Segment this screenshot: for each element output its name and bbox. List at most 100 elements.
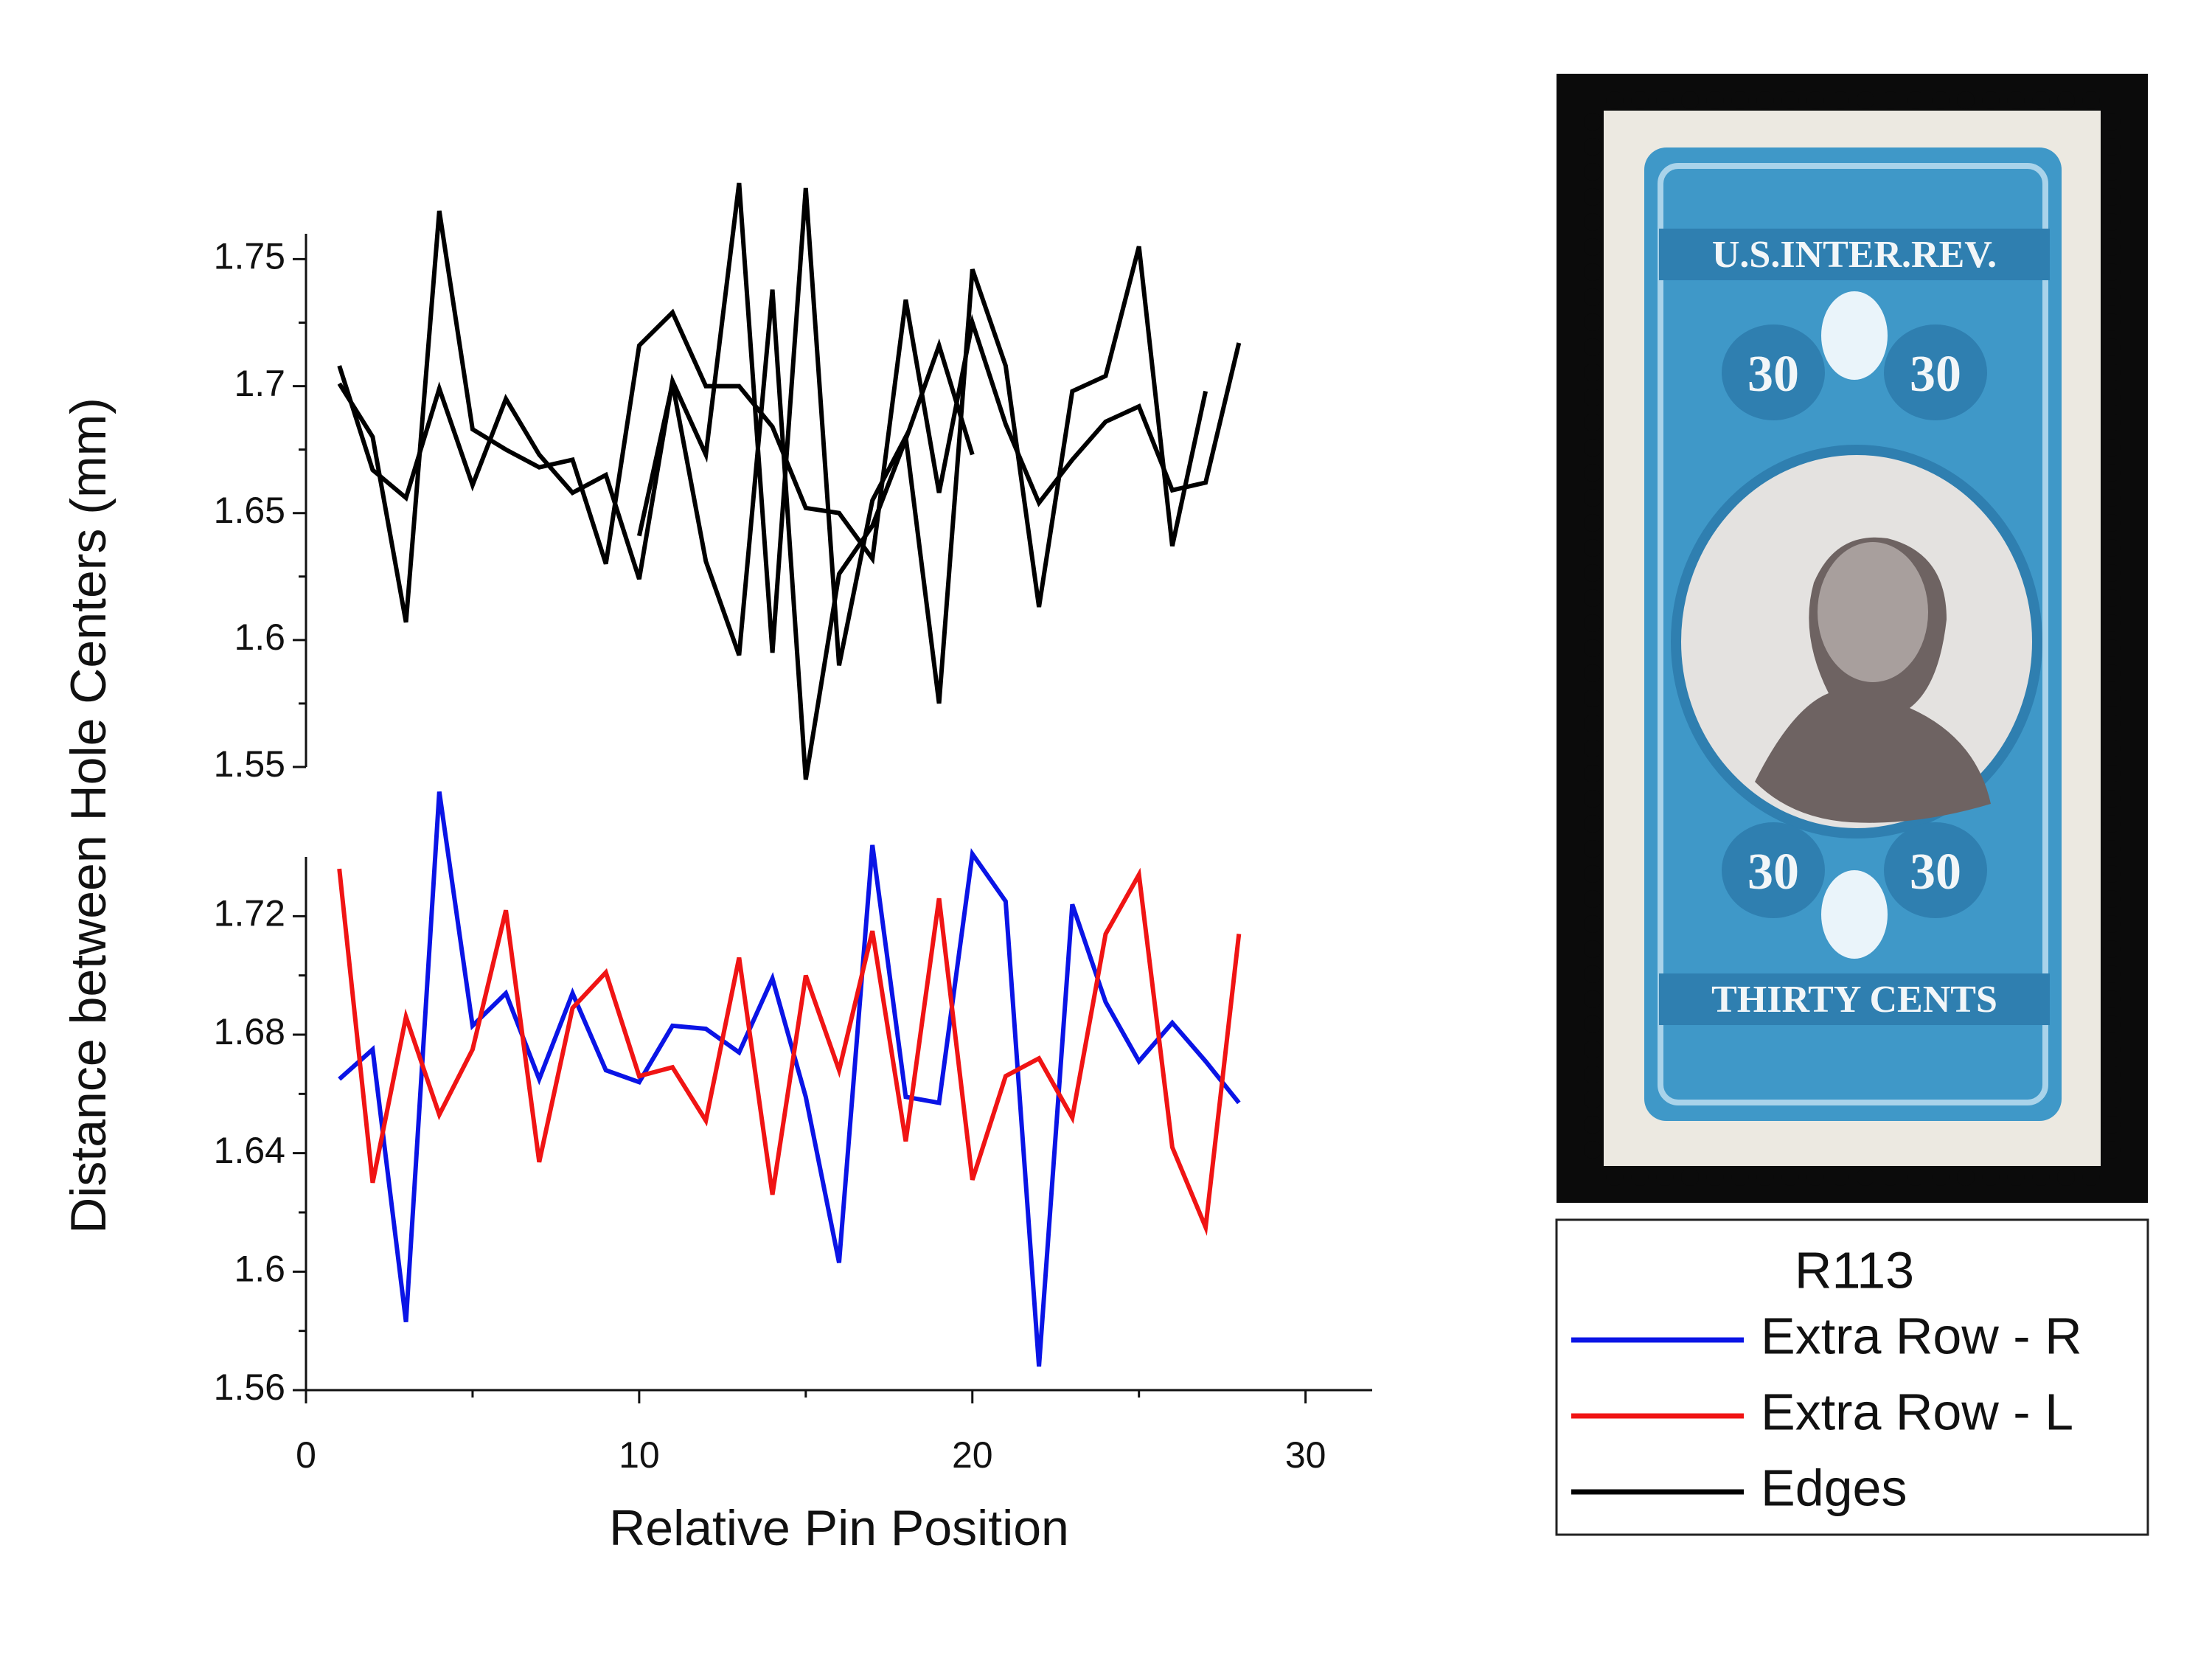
perforation [1584, 288, 1601, 306]
legend: R113 Extra Row - R Extra Row - L Edges [1555, 1218, 2149, 1536]
perforation [1584, 790, 1601, 808]
perforation [1957, 1168, 1975, 1186]
perforation [2103, 915, 2121, 933]
perforation [1756, 91, 1774, 109]
x-tick-label: 30 [1285, 1434, 1326, 1476]
shield [1821, 870, 1888, 959]
perforation [2103, 188, 2121, 206]
perforation [2103, 614, 2121, 632]
x-tick-label: 20 [952, 1434, 993, 1476]
perforation [1584, 664, 1601, 682]
data-line [636, 289, 975, 780]
perforation [1631, 91, 1649, 109]
stamp-denomination: 30 [1747, 844, 1799, 900]
perforation [2103, 113, 2121, 131]
perforation [1882, 91, 1899, 109]
perforation [1857, 91, 1874, 109]
perforation [1606, 91, 1624, 109]
perforation [1584, 213, 1601, 231]
y-tick-label: 1.55 [214, 743, 285, 785]
legend-label: Edges [1761, 1459, 1907, 1516]
perforation [1706, 1168, 1724, 1186]
perforation [1932, 91, 1950, 109]
x-tick-label: 0 [296, 1434, 316, 1476]
medallion [1722, 822, 1825, 918]
perforation [1584, 1116, 1601, 1133]
stamp-border [1658, 163, 2048, 1105]
perforation [1584, 1066, 1601, 1083]
perforation [1731, 1168, 1749, 1186]
perforation [2103, 464, 2121, 482]
perforation [2103, 514, 2121, 532]
medallion [1722, 324, 1825, 420]
perforation [2103, 740, 2121, 757]
perforation [1756, 1168, 1774, 1186]
perforation [1584, 138, 1601, 156]
perforation [1584, 238, 1601, 256]
stamp-bottom-text: THIRTY CENTS [1711, 979, 1997, 1021]
y-tick-label: 1.7 [234, 363, 285, 404]
perforation [1584, 263, 1601, 281]
medallion [1884, 822, 1987, 918]
perforation [2103, 288, 2121, 306]
perforation [2103, 1015, 2121, 1033]
perforation [2103, 313, 2121, 331]
perforation [1982, 1168, 2000, 1186]
perforation [2103, 840, 2121, 858]
perforation [2103, 163, 2121, 181]
perforation [2103, 338, 2121, 356]
perforation [2103, 1091, 2121, 1108]
perforation [2103, 715, 2121, 732]
perforation [1584, 1141, 1601, 1159]
data-line [337, 182, 1208, 704]
perforation [2103, 990, 2121, 1008]
perforation [1584, 1091, 1601, 1108]
perforation [2103, 1116, 2121, 1133]
perforation [1681, 1168, 1699, 1186]
perforation [2103, 815, 2121, 833]
perforation [2082, 1168, 2100, 1186]
perforation [1857, 1168, 1874, 1186]
plot: 1.55 1.6 1.65 1.7 1.75 Distance between Hole … [60, 182, 1372, 1556]
perforation [1584, 965, 1601, 983]
perforation [2103, 865, 2121, 883]
y-tick-label: 1.56 [214, 1367, 285, 1408]
perforation [1982, 91, 2000, 109]
stamp-denomination: 30 [1747, 346, 1799, 403]
perforation [2032, 91, 2050, 109]
perforation [1584, 639, 1601, 657]
perforation [1584, 414, 1601, 431]
perforation [1907, 1168, 1924, 1186]
perforation [1584, 364, 1601, 381]
legend-title: R113 [1795, 1241, 1914, 1299]
perforation [1584, 389, 1601, 406]
perforation [1584, 915, 1601, 933]
perforation [1584, 564, 1601, 582]
perforation [2103, 414, 2121, 431]
perforation [2103, 940, 2121, 958]
perforation [1806, 1168, 1824, 1186]
y-tick-label: 1.6 [234, 1249, 285, 1290]
data-line [337, 867, 1242, 1236]
perforation [2103, 690, 2121, 707]
x-tick-label: 10 [619, 1434, 660, 1476]
bottom-banner [1659, 973, 2050, 1025]
y-tick-label: 1.72 [214, 893, 285, 934]
perforation [2103, 1066, 2121, 1083]
perforation [1656, 1168, 1674, 1186]
perforation [1907, 91, 1924, 109]
perforations [1584, 91, 2121, 1186]
perforation [1584, 865, 1601, 883]
perforation [2103, 213, 2121, 231]
perforation [1584, 163, 1601, 181]
legend-label: Extra Row - R [1761, 1307, 2082, 1364]
perforation [2103, 439, 2121, 456]
perforation [1584, 489, 1601, 507]
perforation [2103, 389, 2121, 406]
perforation [1584, 715, 1601, 732]
perforation [1781, 91, 1799, 109]
perforation [1584, 439, 1601, 456]
perforation [1584, 338, 1601, 356]
legend-box [1555, 1218, 2149, 1536]
